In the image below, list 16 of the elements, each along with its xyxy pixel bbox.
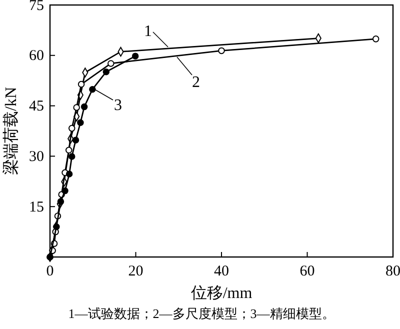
y-axis-title: 梁端荷载/kN [2,86,20,175]
y-tick-label: 75 [29,0,44,14]
series-label: 1 [144,23,152,40]
y-tick-label: 45 [29,98,44,115]
x-tick-label: 0 [46,264,54,280]
x-tick-label: 60 [300,264,315,280]
y-tick-label: 60 [29,48,44,64]
y-tick-label: 30 [29,149,44,165]
y-tick-label: 15 [29,199,44,216]
x-tick-label: 20 [128,264,144,280]
legend-label: 2 [192,74,200,91]
x-tick-label: 40 [214,264,229,280]
legend-label: 3 [114,97,122,114]
x-tick-label: 80 [386,264,400,280]
x-axis-title: 位移/mm [190,285,253,302]
text: 1—试验数据；2—多尺度模型；3—精细模型。 [68,306,335,321]
